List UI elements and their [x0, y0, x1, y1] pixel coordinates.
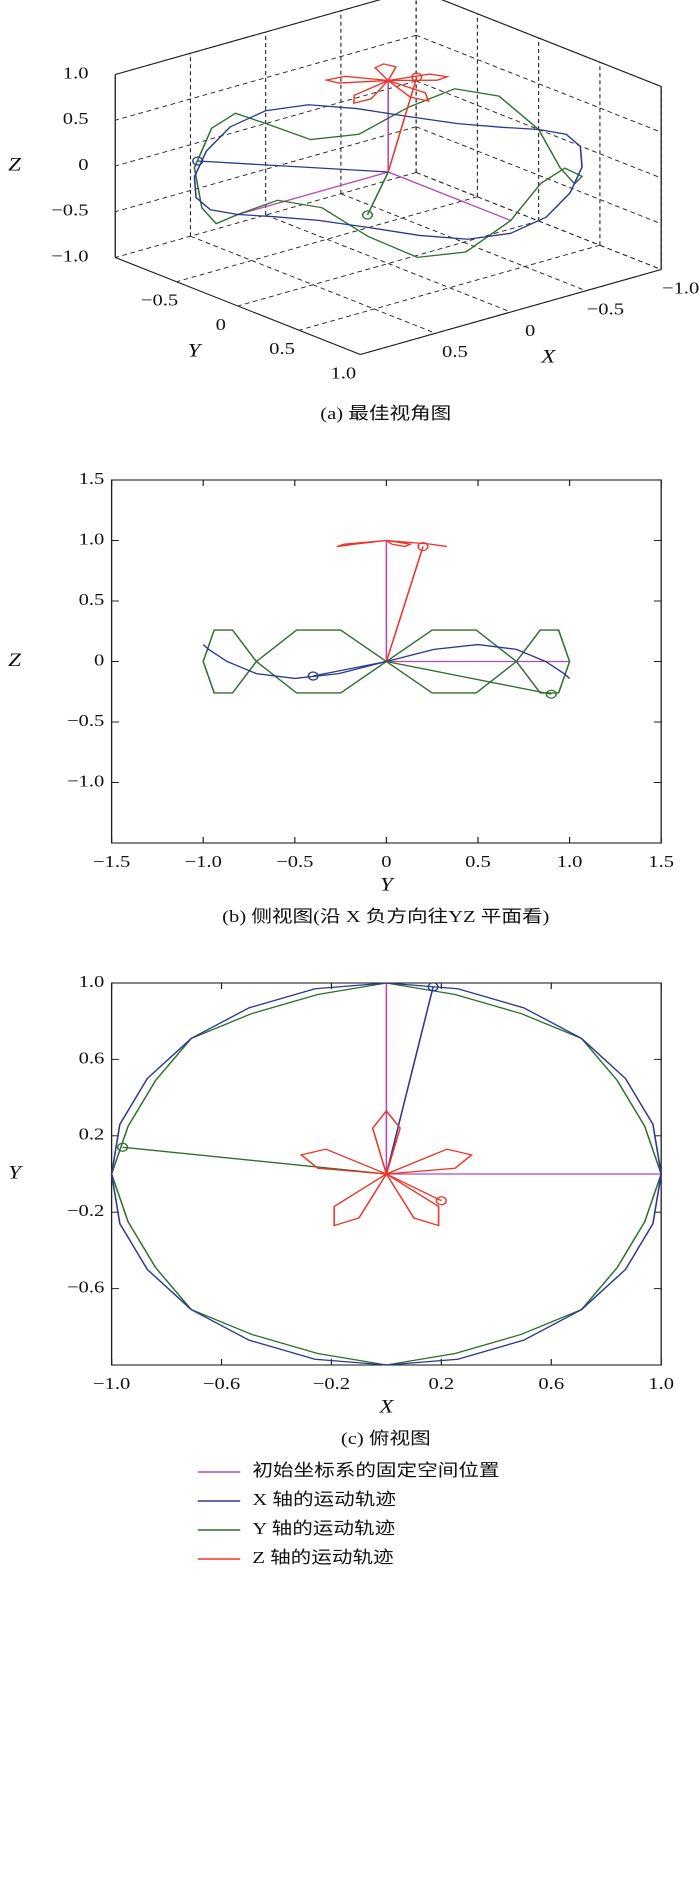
grid-line	[298, 244, 601, 331]
grid-line	[115, 34, 417, 121]
x-tick-label: 1.0	[557, 853, 583, 872]
x-tick-label: 1.0	[648, 1375, 674, 1394]
legend-label: 初始坐标系的固定空间位置	[252, 1461, 499, 1481]
y-tick-label: −0.6	[67, 1278, 104, 1297]
grid-line	[415, 34, 662, 133]
x-tick-label: 0.6	[538, 1375, 564, 1394]
grid-line	[176, 196, 478, 283]
y-tick-label: 1.5	[79, 470, 105, 489]
y-tick-label: 0.6	[79, 1049, 105, 1068]
trajectory	[237, 171, 389, 216]
trajectory	[110, 982, 662, 1366]
trajectory	[387, 76, 418, 173]
trajectory	[323, 63, 450, 104]
trajectory	[312, 660, 387, 677]
z-tick-label: −1.0	[51, 247, 88, 266]
box-edge	[114, 257, 361, 355]
legend-label: Y 轴的运动轨迹	[252, 1519, 395, 1539]
x-tick-label: 0.5	[442, 343, 468, 362]
x-tick-label: −0.6	[203, 1375, 240, 1394]
y-axis-label: Z	[8, 649, 21, 671]
grid-line	[265, 214, 511, 313]
axis-marker	[435, 1196, 447, 1206]
x-tick-label: 1.5	[648, 853, 674, 872]
trajectory	[122, 1146, 387, 1175]
y-tick-label: 1.0	[330, 364, 356, 383]
y-tick-label: 0	[216, 316, 226, 335]
x-tick-label: −1.0	[93, 1375, 130, 1394]
trajectory	[385, 1173, 442, 1202]
trajectory	[385, 546, 424, 662]
caption: (a) 最佳视角图	[320, 404, 451, 424]
grid-line	[115, 80, 417, 167]
y-tick-label: 0	[94, 651, 104, 670]
z-axis-label: Z	[8, 153, 21, 175]
z-tick-label: 0.5	[63, 110, 89, 129]
grid-line	[115, 126, 417, 213]
caption: (c) 俯视图	[341, 1429, 431, 1449]
trajectory	[385, 986, 434, 1175]
box-edge	[441, 0, 662, 87]
x-tick-label: 0.2	[428, 1375, 454, 1394]
x-axis-label: X	[378, 1395, 394, 1417]
y-tick-label: 0.5	[79, 591, 105, 610]
y-tick-label: 0.2	[79, 1125, 105, 1144]
z-tick-label: 0	[78, 156, 88, 175]
axis-marker	[411, 72, 423, 82]
box-edge	[360, 268, 662, 356]
axis-marker	[307, 671, 319, 681]
trajectory	[387, 171, 512, 222]
axis-marker	[192, 156, 204, 166]
trajectory	[299, 1109, 474, 1227]
y-tick-label: −0.2	[67, 1202, 104, 1221]
y-tick-label: 1.0	[79, 973, 105, 992]
grid-line	[237, 220, 539, 307]
axis-marker	[417, 541, 429, 552]
x-tick-label: −0.2	[313, 1375, 350, 1394]
axis-marker	[117, 1142, 129, 1152]
y-tick-label: 1.0	[79, 530, 105, 549]
z-tick-label: 1.0	[63, 64, 89, 83]
x-tick-label: 0	[381, 853, 391, 872]
legend-label: X 轴的运动轨迹	[252, 1490, 396, 1510]
x-tick-label: −1.0	[185, 853, 222, 872]
grid-line	[115, 172, 417, 258]
axis-marker	[361, 210, 374, 220]
y-tick-label: −1.0	[67, 772, 104, 791]
trajectory	[197, 160, 389, 173]
trajectory	[366, 171, 389, 216]
axis-marker	[545, 689, 557, 699]
y-tick-label: 0.5	[269, 340, 295, 359]
y-tick-label: −0.5	[67, 712, 104, 731]
legend-label: Z 轴的运动轨迹	[252, 1548, 393, 1568]
x-tick-label: −1.0	[662, 279, 699, 298]
x-tick-label: 0.5	[465, 853, 491, 872]
trajectory	[193, 104, 583, 240]
x-axis-label: Y	[380, 873, 395, 895]
trajectory	[386, 660, 552, 695]
y-tick-label: −0.5	[141, 291, 178, 310]
axis-marker	[427, 982, 439, 992]
z-tick-label: −0.5	[51, 201, 88, 220]
y-axis-label: Y	[188, 339, 203, 361]
trajectory	[336, 539, 447, 548]
x-tick-label: −0.5	[587, 300, 624, 319]
x-tick-label: −1.5	[93, 853, 130, 872]
grid-line	[415, 126, 662, 225]
x-axis-label: X	[540, 345, 556, 367]
x-tick-label: 0	[525, 322, 535, 341]
box-edge	[115, 0, 382, 76]
x-tick-label: −0.5	[276, 853, 313, 872]
y-axis-label: Y	[8, 1161, 23, 1183]
caption: (b) 侧视图(沿 X 负方向往YZ 平面看)	[222, 907, 549, 927]
